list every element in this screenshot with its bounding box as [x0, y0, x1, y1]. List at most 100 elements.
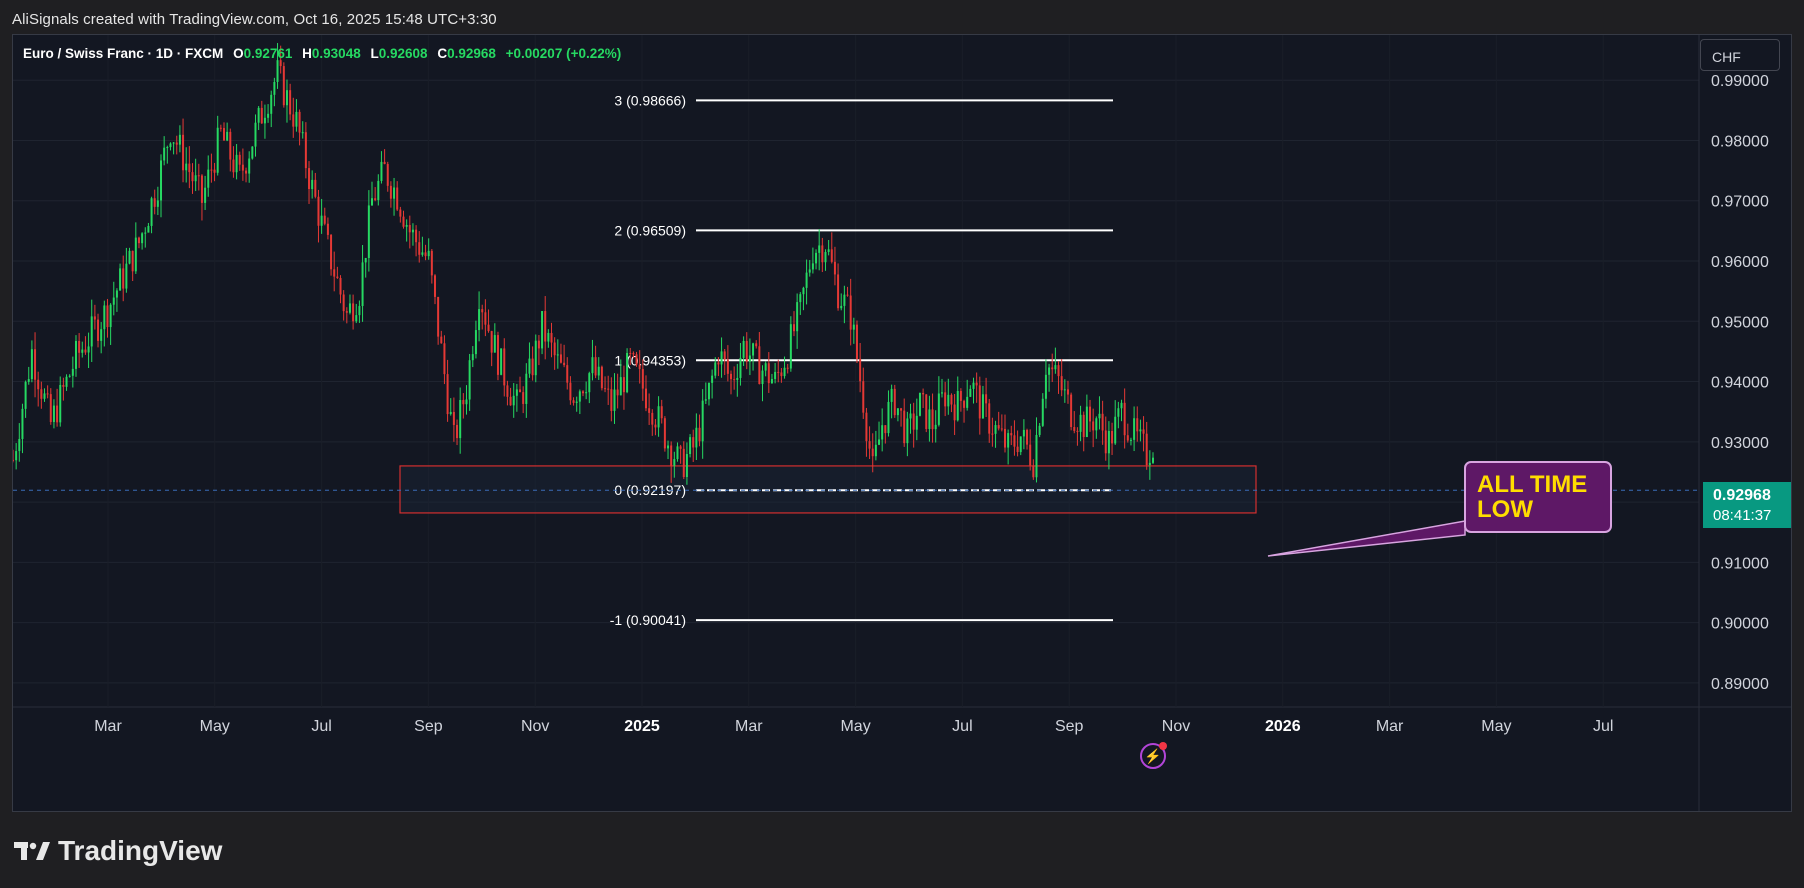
- candle-body: [588, 373, 591, 393]
- candle-body: [399, 209, 402, 217]
- candle-body: [371, 198, 374, 206]
- candle-body: [1022, 429, 1025, 437]
- candle-body: [285, 90, 288, 106]
- candle-body: [97, 319, 100, 341]
- candle-body: [1066, 389, 1069, 395]
- candle-body: [333, 269, 336, 277]
- candle-body: [660, 406, 663, 419]
- candle-body: [18, 438, 21, 452]
- candle-body: [544, 311, 547, 342]
- candle-body: [156, 200, 159, 207]
- candle-body: [46, 393, 49, 395]
- candle-body: [874, 444, 877, 457]
- candle-body: [112, 297, 115, 305]
- candle-body: [685, 454, 688, 478]
- candle-body: [855, 324, 858, 359]
- price-chart[interactable]: 0.99000 0.98000 0.97000 0.96000 0.95000 0.940…: [13, 35, 1792, 812]
- candle-body: [985, 394, 988, 404]
- fib-level-label: 2 (0.96509): [614, 222, 686, 238]
- candle-body: [1010, 433, 1013, 436]
- all-time-low-callout[interactable]: ALL TIME LOW: [1464, 461, 1612, 533]
- candle-body: [638, 364, 641, 370]
- candle-body: [68, 375, 71, 377]
- candle-body: [553, 342, 556, 356]
- candle-body: [931, 409, 934, 430]
- candle-body: [245, 170, 248, 174]
- candle-body: [141, 233, 144, 244]
- notification-dot: [1159, 742, 1167, 750]
- candle-body: [972, 382, 975, 389]
- candle-body: [260, 107, 263, 124]
- callout-line-1: ALL TIME: [1477, 471, 1588, 498]
- candle-body: [229, 131, 232, 160]
- candle-body: [758, 346, 761, 385]
- candle-body: [65, 376, 68, 387]
- candle-body: [849, 295, 852, 330]
- time-axis-label: May: [840, 718, 870, 735]
- candle-body: [415, 229, 418, 243]
- tradingview-logo: TradingView: [14, 835, 222, 867]
- low-value: 0.92608: [378, 46, 428, 61]
- candle-body: [506, 385, 509, 397]
- candle-body: [1019, 436, 1022, 453]
- high-label: H: [302, 46, 312, 61]
- candle-body: [449, 411, 452, 415]
- chart-panel[interactable]: 0.99000 0.98000 0.97000 0.96000 0.95000 0.940…: [12, 34, 1792, 812]
- close-value: 0.92968: [447, 46, 496, 61]
- candle-body: [134, 237, 137, 272]
- candle-body: [207, 169, 210, 188]
- candle-body: [525, 373, 528, 404]
- price-axis-label: 0.98000: [1711, 133, 1769, 150]
- fib-level-label: 1 (0.94353): [614, 352, 686, 368]
- candle-body: [175, 142, 178, 145]
- candle-body: [166, 147, 169, 149]
- candle-body: [966, 396, 969, 408]
- candle-body: [49, 394, 52, 423]
- candle-body: [1111, 430, 1114, 444]
- candle-body: [393, 187, 396, 199]
- price-axis-label: 0.93000: [1711, 435, 1769, 452]
- candle-body: [1013, 435, 1016, 447]
- candle-body: [1129, 439, 1132, 441]
- candle-body: [191, 172, 194, 182]
- candle-body: [352, 303, 355, 322]
- candle-body: [878, 439, 881, 445]
- candle-body: [380, 161, 383, 181]
- candle-body: [1107, 430, 1110, 454]
- candle-body: [928, 409, 931, 429]
- candle-body: [805, 272, 808, 288]
- candle-body: [698, 427, 701, 442]
- candle-body: [994, 425, 997, 434]
- candle-body: [13, 459, 14, 461]
- candle-body: [1060, 376, 1063, 391]
- candle-body: [799, 294, 802, 303]
- candle-body: [714, 362, 717, 376]
- candle-body: [147, 225, 150, 233]
- candle-body: [276, 60, 279, 82]
- candle-body: [780, 372, 783, 377]
- candle-body: [774, 371, 777, 379]
- currency-selector[interactable]: CHF: [1700, 39, 1780, 71]
- candle-body: [534, 340, 537, 376]
- candle-body: [232, 159, 235, 173]
- candle-body: [1117, 408, 1120, 417]
- candle-body: [52, 405, 55, 423]
- candle-body: [311, 179, 314, 190]
- candle-body: [582, 391, 584, 394]
- candle-body: [204, 187, 207, 203]
- candle-body: [704, 399, 707, 401]
- candle-body: [213, 169, 216, 173]
- candle-body: [597, 366, 600, 376]
- candle-body: [619, 377, 622, 396]
- candle-body: [267, 113, 270, 118]
- candle-body: [440, 336, 443, 344]
- candle-body: [421, 252, 424, 255]
- candle-body: [93, 316, 96, 320]
- lightning-icon[interactable]: ⚡: [1140, 742, 1167, 769]
- candle-body: [427, 250, 430, 257]
- candle-body: [1098, 413, 1101, 419]
- candle-body: [745, 340, 748, 362]
- candle-body: [648, 408, 651, 413]
- candle-body: [559, 354, 562, 363]
- candle-body: [622, 377, 625, 393]
